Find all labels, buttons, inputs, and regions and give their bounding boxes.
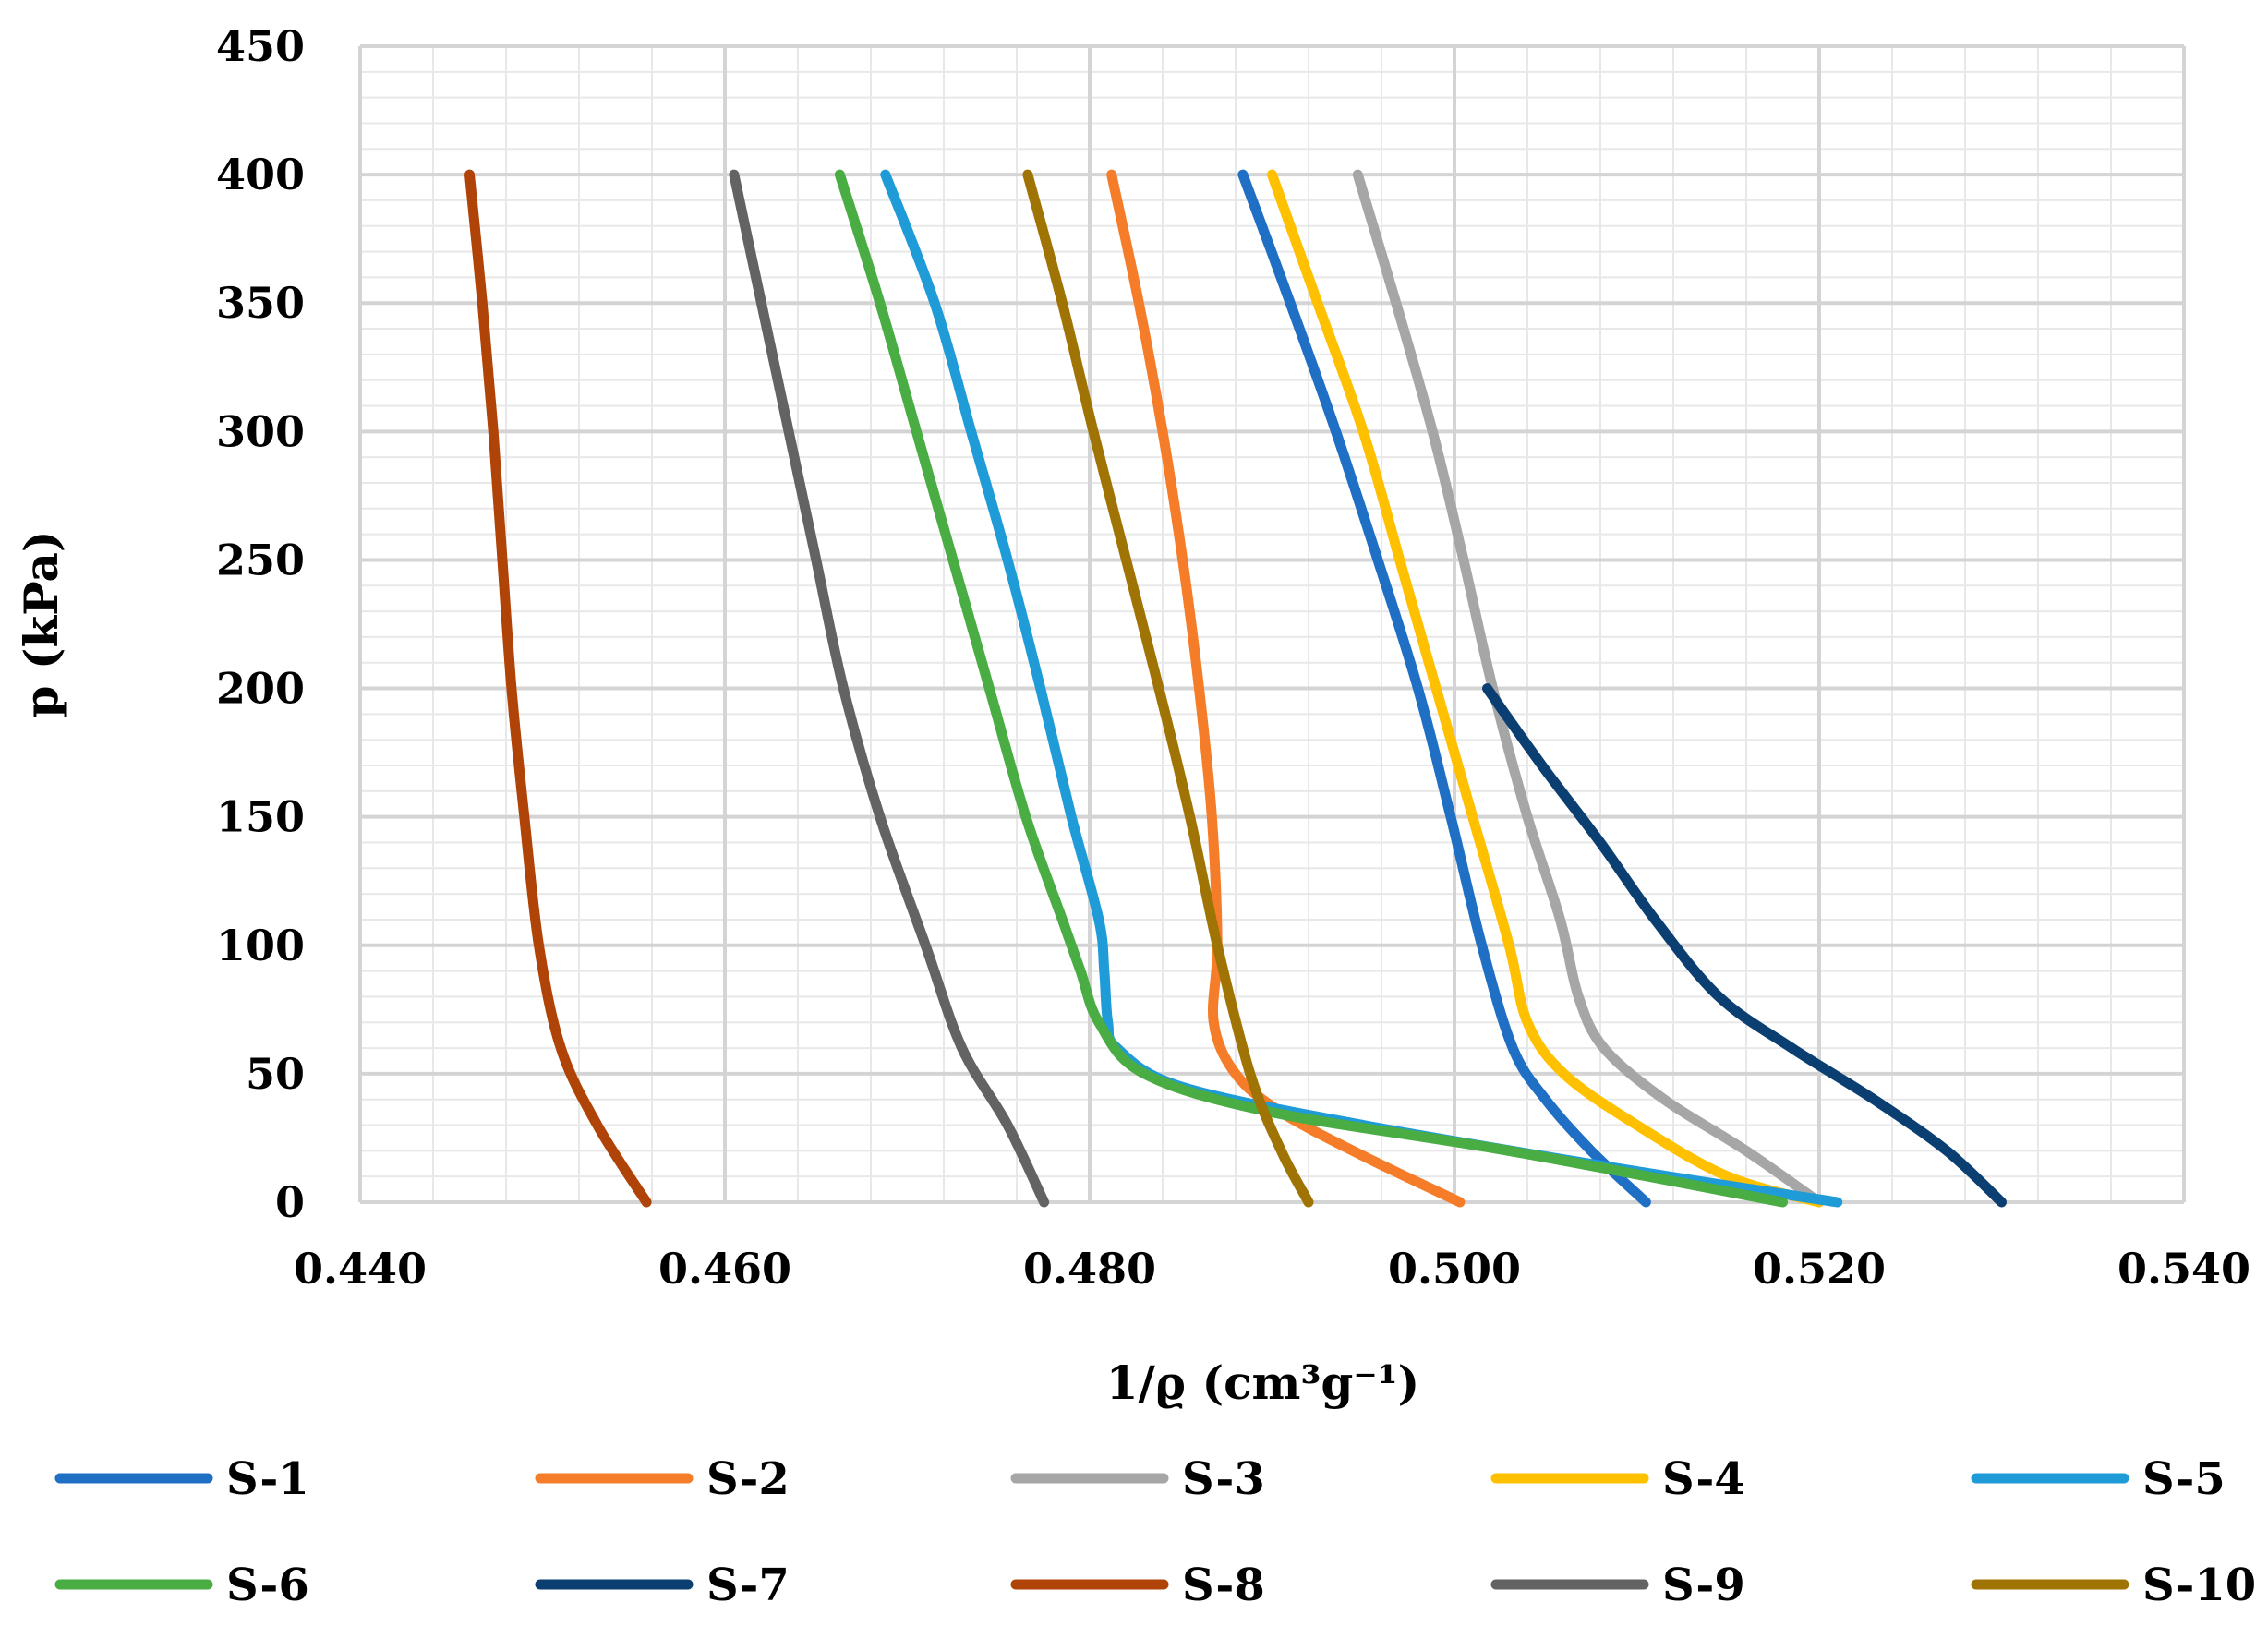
y-tick-label: 150 — [216, 792, 305, 842]
legend-item-s-3: S-3 — [1010, 1453, 1265, 1505]
x-tick-label: 0.440 — [294, 1244, 427, 1294]
legend-label: S-5 — [2142, 1453, 2226, 1505]
legend-label: S-1 — [226, 1453, 309, 1505]
series-lines — [464, 169, 2007, 1208]
plot-grid — [358, 44, 2186, 1204]
legend-item-s-2: S-2 — [535, 1453, 790, 1505]
y-axis-title: p (kPa) — [14, 531, 68, 718]
legend-label: S-10 — [2142, 1560, 2256, 1611]
y-axis-ticks: 0 50 100 150 200 250 300 350 400 450 — [216, 21, 305, 1227]
legend-label: S-4 — [1662, 1453, 1745, 1505]
y-tick-label: 200 — [216, 664, 305, 714]
y-tick-label: 50 — [246, 1049, 305, 1099]
legend-item-s-6: S-6 — [54, 1560, 309, 1611]
x-axis-title: 1/ϱ (cm³g⁻¹) — [1106, 1355, 1420, 1410]
y-tick-label: 450 — [216, 21, 305, 71]
legend-item-s-1: S-1 — [54, 1453, 309, 1505]
y-tick-label: 400 — [216, 150, 305, 199]
y-tick-label: 0 — [275, 1177, 305, 1227]
series-line-s-4 — [1267, 169, 1825, 1208]
series-line-s-8 — [464, 169, 652, 1208]
legend-item-s-8: S-8 — [1010, 1560, 1265, 1611]
x-tick-label: 0.500 — [1388, 1244, 1521, 1294]
x-tick-label: 0.480 — [1023, 1244, 1156, 1294]
y-tick-label: 250 — [216, 535, 305, 584]
series-line-s-1 — [1237, 169, 1651, 1208]
legend-item-s-4: S-4 — [1490, 1453, 1745, 1505]
series-line-s-9 — [729, 169, 1050, 1208]
x-tick-label: 0.460 — [658, 1244, 791, 1294]
legend-item-s-9: S-9 — [1490, 1560, 1745, 1611]
series-line-s-10 — [1022, 169, 1314, 1208]
series-line-s-3 — [1352, 169, 1825, 1208]
y-tick-label: 300 — [216, 406, 305, 456]
x-tick-label: 0.540 — [2117, 1244, 2250, 1294]
series-line-s-7 — [1482, 683, 2007, 1208]
legend-label: S-7 — [706, 1560, 790, 1611]
legend-label: S-3 — [1182, 1453, 1265, 1505]
legend-item-s-5: S-5 — [1971, 1453, 2226, 1505]
y-tick-label: 100 — [216, 921, 305, 970]
x-axis-ticks: 0.440 0.460 0.480 0.500 0.520 0.540 — [294, 1244, 2250, 1294]
y-tick-label: 350 — [216, 278, 305, 328]
legend-label: S-6 — [226, 1560, 309, 1611]
series-line-s-6 — [834, 169, 1788, 1208]
legend: S-1 S-2 S-3 S-4 S-5 S-6 S-7 S-8 S-9 S-10 — [54, 1453, 2256, 1611]
legend-label: S-2 — [706, 1453, 790, 1505]
x-tick-label: 0.520 — [1753, 1244, 1886, 1294]
legend-label: S-8 — [1182, 1560, 1265, 1611]
legend-item-s-10: S-10 — [1971, 1560, 2256, 1611]
legend-label: S-9 — [1662, 1560, 1745, 1611]
legend-item-s-7: S-7 — [535, 1560, 790, 1611]
